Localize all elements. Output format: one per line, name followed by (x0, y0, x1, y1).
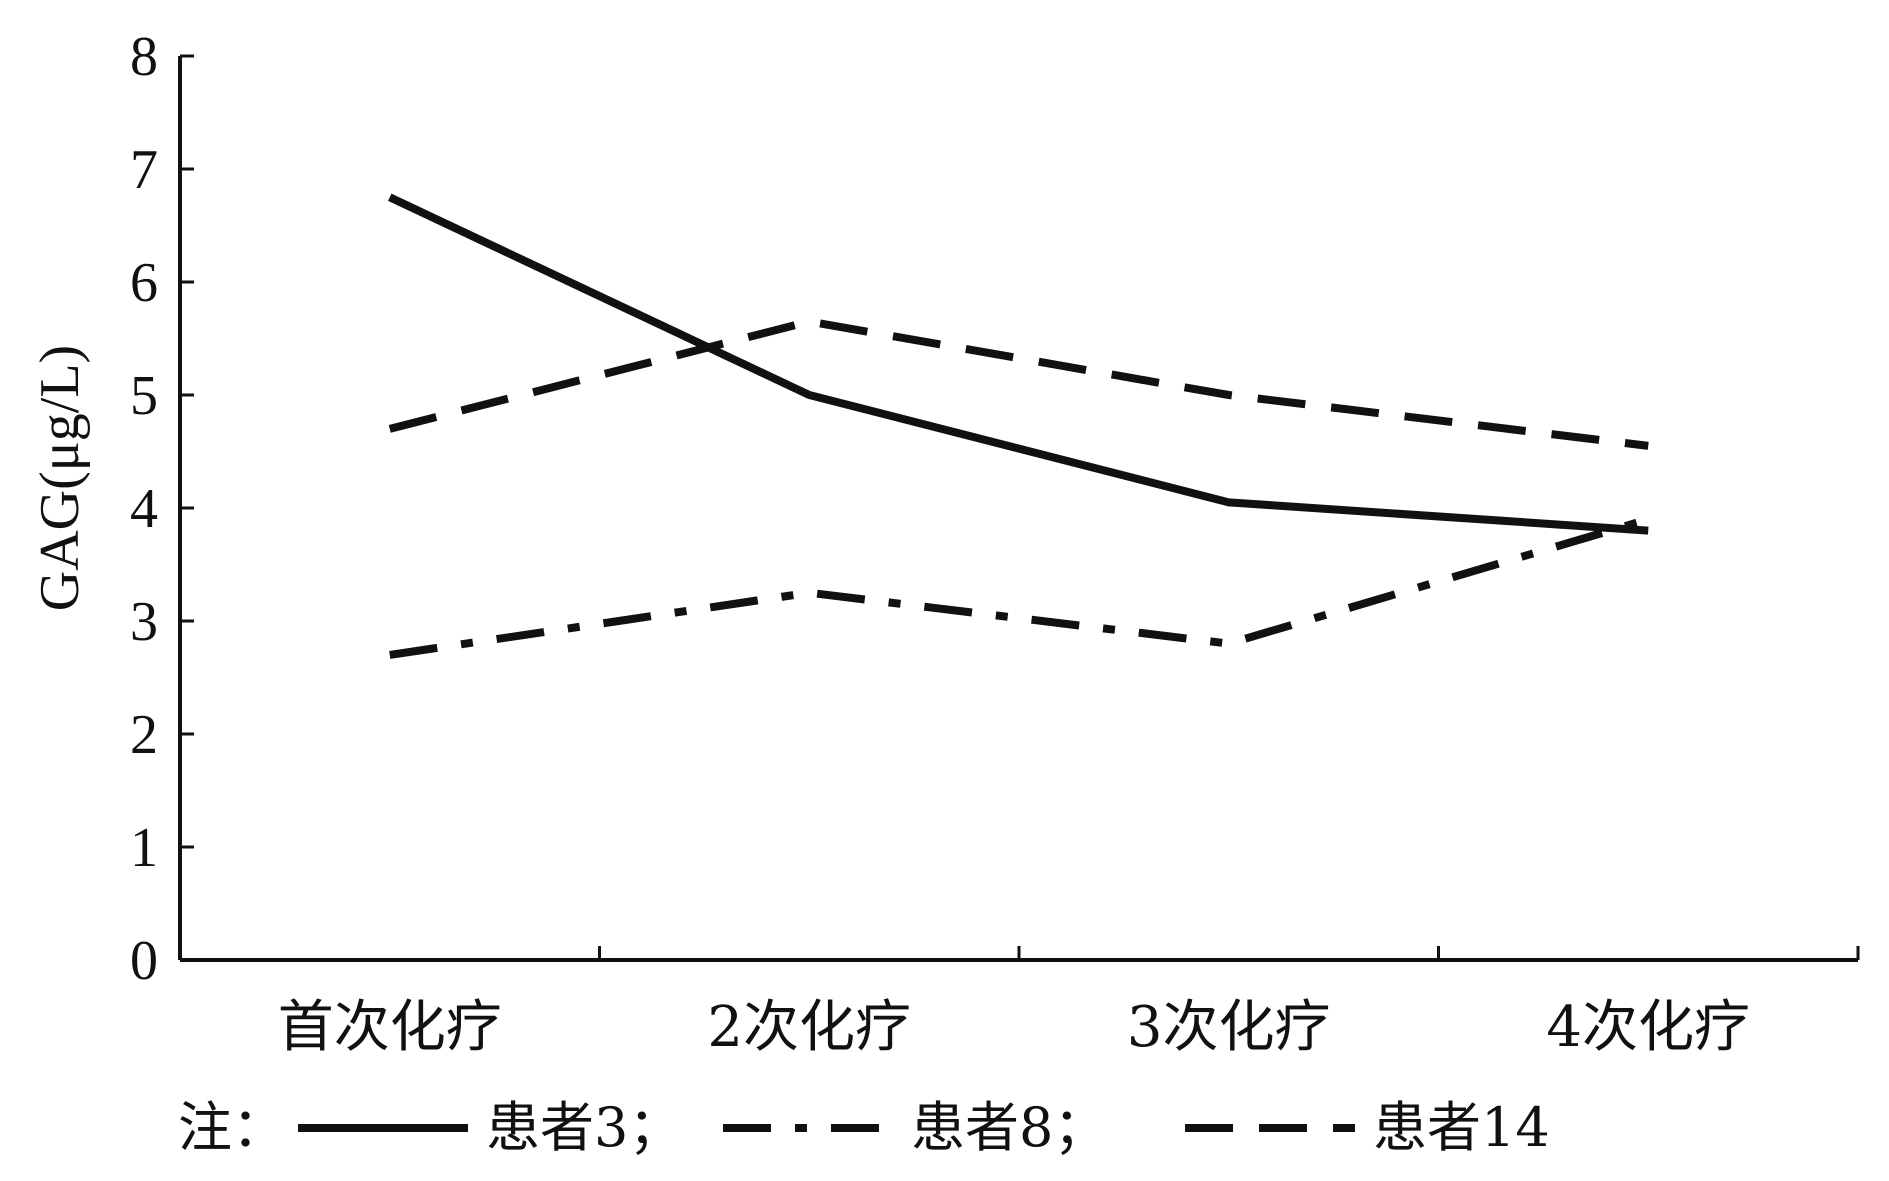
x-ticks: 首次化疗 2次化疗 3次化疗 4次化疗 (278, 946, 1860, 1060)
axes (178, 56, 1858, 962)
legend-note-prefix: 注： (178, 1096, 286, 1159)
x-tick-label: 3次化疗 (1127, 995, 1331, 1060)
y-tick-label: 2 (130, 704, 158, 766)
y-tick-label: 1 (130, 817, 158, 879)
x-tick-label: 4次化疗 (1546, 995, 1750, 1060)
legend-label-1: 患者3； (486, 1096, 682, 1159)
y-tick-label: 5 (130, 365, 158, 427)
y-ticks: 0 1 2 3 4 5 6 7 8 (130, 26, 194, 992)
legend-label-2: 患者8； (911, 1096, 1107, 1159)
y-tick-label: 0 (130, 930, 158, 992)
y-tick-label: 8 (130, 26, 158, 88)
series-line-1 (388, 193, 1649, 535)
series-lines (388, 193, 1650, 659)
y-axis-label: GAG(μg/L) (29, 345, 91, 611)
y-tick-label: 6 (130, 252, 158, 314)
legend-label-3: 患者14 (1373, 1096, 1550, 1159)
legend: 注： 患者3； 患者8； 患者14 (178, 1096, 1550, 1159)
series-line-2 (389, 515, 1650, 659)
series-line-3 (388, 317, 1649, 450)
x-tick-label: 2次化疗 (707, 995, 911, 1060)
y-tick-label: 3 (130, 591, 158, 653)
y-tick-label: 7 (130, 139, 158, 201)
y-tick-label: 4 (130, 478, 158, 540)
x-tick-label: 首次化疗 (278, 995, 502, 1060)
